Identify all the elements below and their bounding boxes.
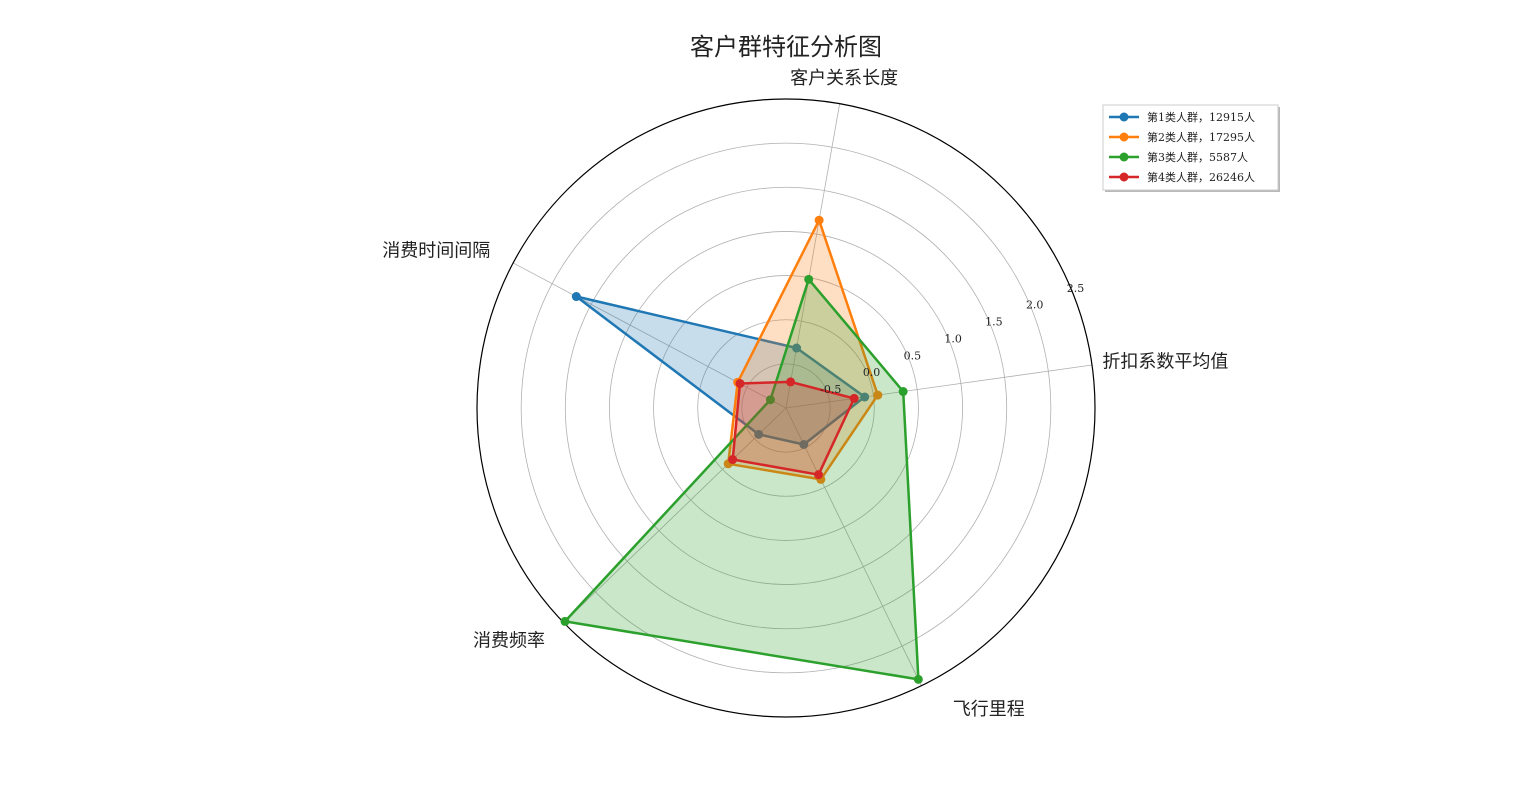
data-point — [860, 392, 870, 402]
radial-tick-label: 1.5 — [985, 316, 1003, 329]
radial-tick-label: -0.5 — [820, 383, 841, 396]
data-point — [799, 440, 809, 450]
series-layer — [560, 215, 923, 684]
series-area — [732, 381, 855, 475]
radial-tick-label: 2.5 — [1067, 282, 1085, 295]
axis-spoke — [785, 364, 1093, 409]
axis-spoke — [563, 407, 787, 623]
radial-tick-label: 1.0 — [944, 332, 962, 345]
radial-tick-label: 2.0 — [1026, 299, 1044, 312]
axis-spoke — [785, 103, 841, 409]
series-area — [576, 296, 865, 445]
data-point — [913, 674, 923, 684]
legend-marker — [1119, 112, 1129, 122]
legend: 第1类人群，12915人第2类人群，17295人第3类人群，5587人第4类人群… — [1102, 104, 1280, 192]
legend-label: 第3类人群，5587人 — [1147, 150, 1248, 164]
series-area — [565, 279, 919, 680]
axis-category-label: 消费频率 — [473, 631, 545, 652]
grid-circle — [520, 142, 1052, 674]
grid-circle — [697, 319, 875, 497]
series-line — [726, 218, 880, 481]
data-point — [571, 292, 581, 302]
labels-layer: -0.5 0.0 0.5 1.0 1.5 2.0 2.5 客户关系长度消费时间间隔消费频率飞行… — [382, 68, 1228, 720]
data-point — [754, 429, 764, 439]
legend-marker — [1119, 172, 1129, 182]
data-point — [560, 616, 570, 626]
series-line — [563, 278, 920, 681]
data-point — [898, 387, 908, 397]
data-point — [804, 274, 814, 284]
axis-spoke — [785, 407, 922, 686]
data-point — [728, 455, 738, 465]
legend-marker — [1119, 152, 1129, 162]
series-line — [575, 295, 866, 446]
chart-title: 客户群特征分析图 — [690, 33, 882, 61]
grid-circle — [741, 363, 831, 453]
series-line — [731, 380, 856, 476]
axis-category-label: 飞行里程 — [953, 699, 1025, 720]
grid-circle — [564, 186, 1008, 630]
legend-marker — [1119, 132, 1129, 142]
axis-category-label: 消费时间间隔 — [382, 241, 490, 262]
data-point — [765, 395, 775, 405]
data-point — [792, 343, 802, 353]
axis-category-label: 折扣系数平均值 — [1102, 351, 1228, 372]
legend-label: 第2类人群，17295人 — [1147, 130, 1255, 144]
data-point — [814, 470, 824, 480]
polar-frame — [476, 98, 1096, 718]
radar-grid — [476, 98, 1096, 718]
data-point — [849, 393, 859, 403]
data-point — [873, 390, 883, 400]
series-group — [560, 274, 923, 684]
legend-label: 第1类人群，12915人 — [1147, 110, 1255, 124]
series-group — [571, 292, 870, 450]
grid-circle — [609, 231, 963, 585]
legend-label: 第4类人群，26246人 — [1147, 170, 1255, 184]
grid-circle — [653, 275, 919, 541]
radial-tick-label: 0.5 — [904, 349, 922, 362]
radial-tick-label: 0.0 — [863, 366, 881, 379]
data-point — [735, 379, 745, 389]
data-point — [814, 215, 824, 225]
series-group — [728, 377, 859, 480]
data-point — [786, 377, 796, 387]
axis-category-label: 客户关系长度 — [790, 68, 898, 89]
